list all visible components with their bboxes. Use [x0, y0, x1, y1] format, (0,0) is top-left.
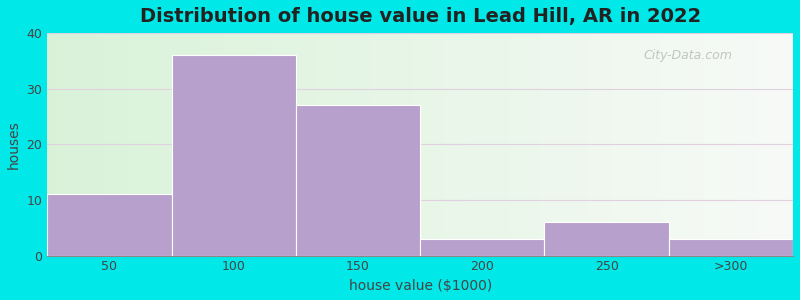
Bar: [296, 105, 420, 256]
Y-axis label: houses: houses: [7, 120, 21, 169]
Title: Distribution of house value in Lead Hill, AR in 2022: Distribution of house value in Lead Hill…: [139, 7, 701, 26]
X-axis label: house value ($1000): house value ($1000): [349, 279, 492, 293]
Bar: [47, 194, 171, 256]
Text: City-Data.com: City-Data.com: [644, 49, 733, 62]
Bar: [171, 55, 296, 256]
Bar: [545, 222, 669, 256]
Bar: [669, 239, 793, 256]
Bar: [420, 239, 545, 256]
